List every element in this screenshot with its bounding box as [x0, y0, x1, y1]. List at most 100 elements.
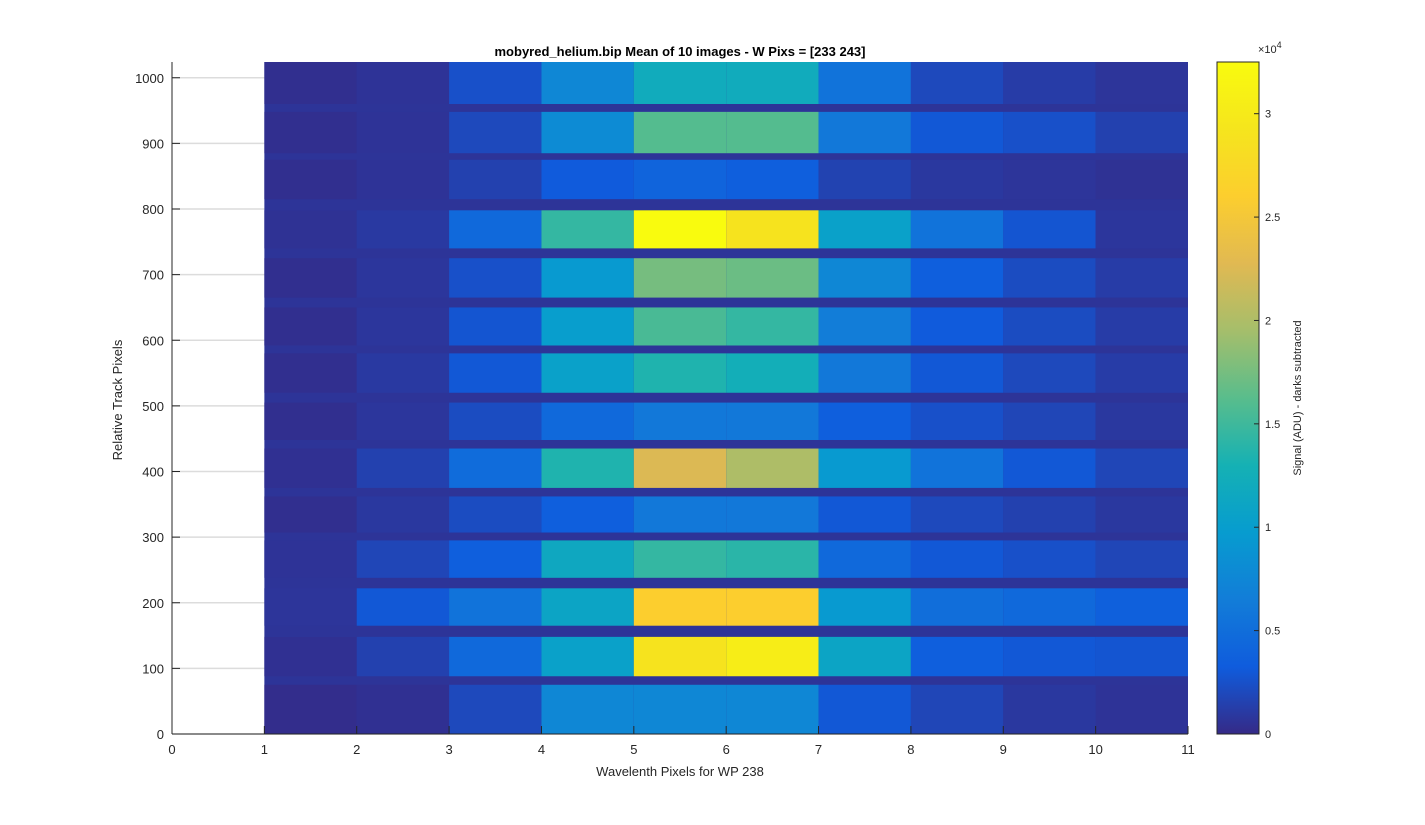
heatmap-cell [449, 540, 542, 578]
heatmap-cell [449, 111, 542, 154]
heatmap-cell [818, 307, 911, 346]
x-tick-label: 7 [815, 742, 822, 757]
heatmap-cell [818, 353, 911, 393]
heatmap-cell [541, 210, 634, 249]
heatmap-cell [633, 111, 727, 154]
y-tick-label: 100 [142, 661, 164, 676]
heatmap-cell [356, 159, 450, 200]
heatmap-cell [633, 353, 727, 393]
colorbar-tick-label: 2.5 [1265, 212, 1280, 224]
heatmap-cell [449, 448, 542, 488]
heatmap-cell [910, 402, 1004, 440]
heatmap-cell [726, 159, 819, 200]
x-tick-label: 1 [261, 742, 268, 757]
heatmap-cell [633, 448, 727, 488]
heatmap-cell [910, 496, 1004, 533]
heatmap-cell [1095, 684, 1188, 734]
heatmap-cell [356, 588, 450, 626]
heatmap-cell [633, 307, 727, 346]
heatmap-cell [726, 684, 819, 734]
heatmap-cell [449, 684, 542, 734]
heatmap-cell [356, 540, 450, 578]
heatmap-cell [726, 258, 819, 298]
heatmap-cell [633, 496, 727, 533]
heatmap-cell [1003, 62, 1096, 104]
heatmap-cell [356, 353, 450, 393]
heatmap-cell [633, 258, 727, 298]
chart-title: mobyred_helium.bip Mean of 10 images - W… [495, 44, 866, 59]
heatmap-cell [910, 636, 1004, 677]
heatmap-cell [449, 636, 542, 677]
heatmap-cell [1095, 496, 1188, 533]
heatmap-cell [818, 111, 911, 154]
heatmap-cell [264, 684, 357, 734]
heatmap-cell [264, 111, 357, 154]
heatmap-cell [726, 111, 819, 154]
colorbar-exponent: ×104 [1258, 40, 1282, 56]
y-tick-label: 800 [142, 202, 164, 217]
heatmap-cell [1095, 111, 1188, 154]
heatmap-cell [1095, 307, 1188, 346]
colorbar-tick-label: 0 [1265, 729, 1271, 741]
heatmap-cell [818, 159, 911, 200]
heatmap-cell [449, 353, 542, 393]
heatmap-cell [726, 210, 819, 249]
heatmap-cell [910, 588, 1004, 626]
heatmap-cell [541, 62, 634, 104]
heatmap-cell [910, 684, 1004, 734]
x-tick-label: 6 [723, 742, 730, 757]
heatmap-cell [541, 111, 634, 154]
heatmap-cell [818, 402, 911, 440]
heatmap-cell [818, 684, 911, 734]
y-tick-label: 300 [142, 530, 164, 545]
y-tick-label: 0 [157, 727, 164, 742]
heatmap-cell [910, 540, 1004, 578]
heatmap-cell [633, 636, 727, 677]
heatmap-cell [356, 210, 450, 249]
heatmap-cell [818, 588, 911, 626]
heatmap-cell [1095, 636, 1188, 677]
heatmap-cell [264, 496, 357, 533]
x-axis-label: Wavelenth Pixels for WP 238 [596, 764, 764, 779]
heatmap-cell [1003, 448, 1096, 488]
heatmap-cell [1003, 353, 1096, 393]
heatmap-cell [910, 210, 1004, 249]
heatmap-cell [356, 258, 450, 298]
x-tick-label: 10 [1088, 742, 1102, 757]
colorbar-tick-label: 1 [1265, 522, 1271, 534]
heatmap-cell [264, 402, 357, 440]
heatmap-cell [449, 62, 542, 104]
heatmap-cell [356, 111, 450, 154]
heatmap-cell [818, 496, 911, 533]
heatmap-cell [1003, 258, 1096, 298]
heatmap-cell [1003, 210, 1096, 249]
y-tick-label: 700 [142, 268, 164, 283]
x-tick-label: 4 [538, 742, 545, 757]
heatmap-cell [910, 111, 1004, 154]
heatmap-cell [726, 353, 819, 393]
heatmap-cell [1003, 307, 1096, 346]
y-tick-label: 200 [142, 596, 164, 611]
heatmap-cell [264, 636, 357, 677]
heatmap-cell [449, 210, 542, 249]
heatmap-cell [356, 402, 450, 440]
heatmap-cell [1095, 62, 1188, 104]
y-tick-label: 1000 [135, 71, 164, 86]
heatmap-cell [910, 159, 1004, 200]
heatmap-cell [541, 684, 634, 734]
heatmap-cell [541, 540, 634, 578]
heatmap-cell [264, 588, 357, 626]
axes [171, 62, 1188, 735]
heatmap-cell [1003, 588, 1096, 626]
heatmap-cell [1095, 159, 1188, 200]
heatmap-cell [726, 540, 819, 578]
heatmap-cell [818, 540, 911, 578]
heatmap-cell [356, 448, 450, 488]
heatmap-cell [449, 588, 542, 626]
y-tick-label: 400 [142, 465, 164, 480]
heatmap-cell [726, 402, 819, 440]
heatmap-cell [818, 258, 911, 298]
heatmap-cell [1003, 111, 1096, 154]
heatmap-cell [541, 448, 634, 488]
heatmap-cell [726, 496, 819, 533]
